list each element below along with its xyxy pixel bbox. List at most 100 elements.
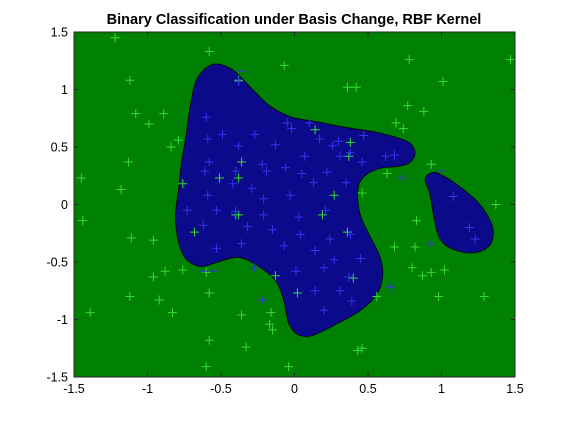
negative-point-71 [353,346,363,356]
positive-point-2 [234,76,244,86]
positive-point-43 [320,205,330,215]
positive-point-59 [344,272,354,282]
positive-point-33 [285,190,295,200]
positive-point-37 [397,173,407,183]
negative-point-42 [148,235,158,245]
y-tick-label: -1.5 [46,371,68,385]
positive-point-27 [335,151,345,161]
positive-point-58 [319,263,329,273]
axis-ticks: -1.5 -1 -0.5 0 0.5 1 1.5 -1.5 -1 -0.5 0 0.5 1 1.5 [46,26,523,397]
negative-point-66 [292,288,302,298]
positive-point-25 [297,168,307,178]
negative-point-23 [237,157,247,167]
negative-point-58 [204,288,214,298]
negative-point-2 [204,47,214,57]
positive-point-21 [389,150,399,160]
positive-point-39 [212,205,222,215]
negative-point-44 [389,242,399,252]
positive-point-65 [347,296,357,306]
negative-point-65 [266,308,276,318]
x-tick-label: -0.5 [210,382,232,396]
negative-point-70 [241,342,251,352]
negative-point-48 [178,265,188,275]
positive-point-29 [203,190,213,200]
positive-point-60 [209,266,219,276]
decision-region-positive-2 [424,171,494,254]
negative-point-61 [479,292,489,301]
positive-point-38 [182,205,192,215]
x-tick-label: -1 [142,382,153,396]
y-tick-label: 0 [61,198,68,212]
negative-point-69 [204,335,214,345]
positive-point-47 [295,229,305,239]
negative-point-17 [173,135,183,145]
negative-point-46 [148,272,158,282]
y-tick-label: -1 [57,313,68,327]
positive-point-5 [217,129,227,139]
positive-point-62 [310,286,320,296]
negative-point-63 [167,308,177,318]
x-tick-label: 0.5 [359,382,376,396]
negative-point-14 [419,106,429,116]
positive-point-9 [234,141,244,151]
positive-point-54 [329,255,339,265]
negative-point-1 [110,33,120,43]
positive-point-18 [300,151,310,161]
positive-point-7 [282,118,292,128]
y-tick-label: 1 [61,83,68,97]
negative-point-28 [234,173,244,183]
positive-point-22 [200,166,210,176]
negative-point-51 [348,273,358,283]
negative-point-22 [123,157,133,167]
positive-point-23 [231,166,241,176]
x-tick-label: 0 [291,382,298,396]
positive-point-68 [426,239,436,249]
negative-point-21 [345,137,355,147]
chart-title: Binary Classification under Basis Change… [107,12,482,28]
negative-point-62 [85,308,95,318]
positive-point-24 [262,166,272,176]
positive-point-34 [309,178,319,188]
negative-point-74 [284,362,294,372]
positive-point-49 [345,229,355,239]
negative-point-3 [279,60,289,70]
negative-point-72 [357,343,367,353]
negative-point-5 [506,55,515,65]
positive-point-70 [448,191,458,201]
negative-point-36 [491,200,501,209]
positive-point-48 [325,234,335,244]
positive-point-40 [231,206,241,216]
positive-point-17 [281,163,291,173]
positive-point-57 [291,266,301,276]
positive-point-61 [198,266,208,276]
positive-point-53 [310,246,320,255]
positive-point-44 [198,220,208,230]
positive-point-50 [212,243,222,253]
negative-point-33 [178,179,188,189]
negative-point-68 [267,325,277,335]
positive-point-55 [356,254,366,264]
x-tick-label: 1.5 [506,382,523,396]
negative-point-31 [329,190,339,200]
negative-point-53 [417,271,427,281]
negative-point-64 [237,310,247,320]
positive-point-41 [259,210,269,220]
positive-point-52 [279,241,289,251]
negative-point-43 [190,227,200,237]
negative-point-32 [357,188,367,198]
negative-point-18 [310,125,320,135]
positive-point-4 [203,134,213,144]
positive-point-69 [437,166,446,176]
positive-point-56 [250,263,260,273]
positive-point-8 [304,118,314,128]
x-tick-label: 1 [438,382,445,396]
negative-point-10 [438,76,448,86]
negative-point-20 [398,124,408,134]
negative-point-25 [426,159,436,169]
positive-point-15 [204,157,214,167]
positive-point-26 [322,167,332,177]
negative-point-27 [116,185,126,195]
negative-point-73 [201,362,211,372]
positive-point-71 [464,223,474,232]
